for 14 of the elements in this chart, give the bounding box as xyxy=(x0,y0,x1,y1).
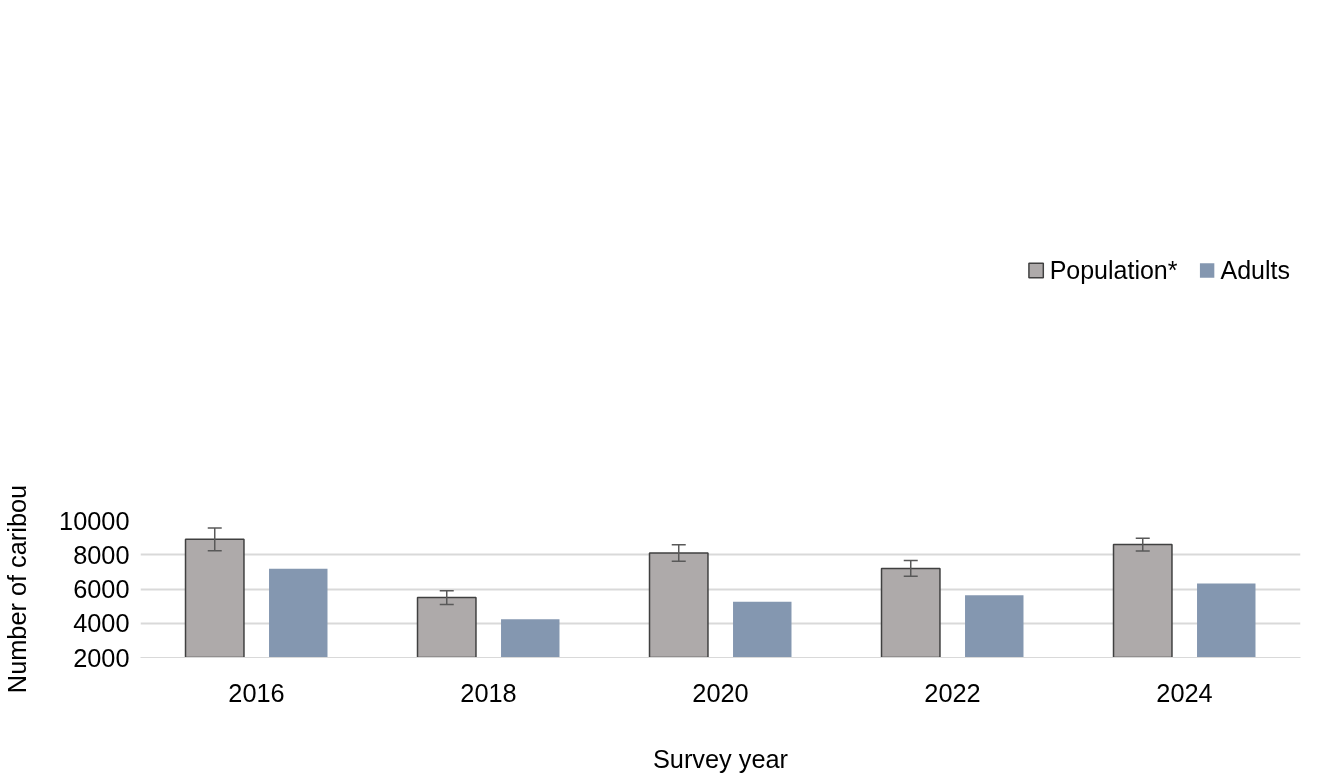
y-tick-label: 10000 xyxy=(59,506,130,535)
y-tick-label: 6000 xyxy=(73,575,130,603)
legend-label: Adults xyxy=(1220,255,1290,285)
y-tick-label: 2000 xyxy=(73,643,130,672)
legend-label: Population* xyxy=(1049,255,1178,285)
x-tick-label: 2022 xyxy=(924,678,981,707)
x-axis-title: Survey year xyxy=(652,744,789,773)
y-tick-label: 8000 xyxy=(73,540,130,569)
x-tick-label: 2024 xyxy=(1156,678,1213,707)
x-tick-label: 2020 xyxy=(692,678,749,707)
y-tick-label: 4000 xyxy=(73,609,130,638)
y-axis-title: Number of caribou xyxy=(3,484,32,694)
x-tick-label: 2018 xyxy=(460,678,517,707)
x-tick-label: 2016 xyxy=(228,678,285,707)
